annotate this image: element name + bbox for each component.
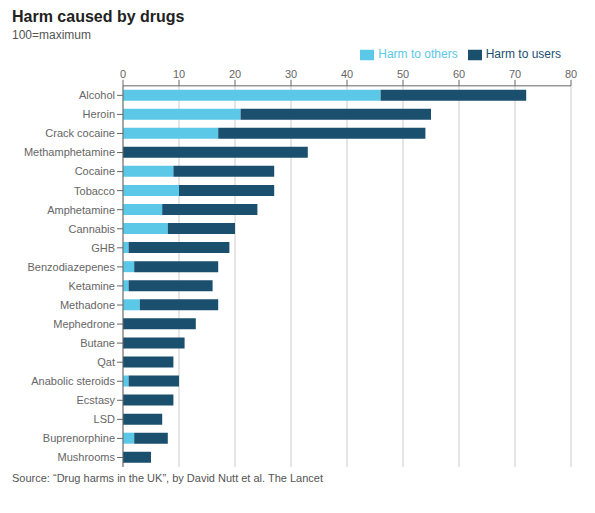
svg-text:LSD: LSD <box>94 413 115 425</box>
svg-text:Ecstasy: Ecstasy <box>76 394 115 406</box>
svg-text:Methadone: Methadone <box>60 299 115 311</box>
svg-text:30: 30 <box>285 68 297 80</box>
svg-text:Cocaine: Cocaine <box>75 165 115 177</box>
svg-text:Cannabis: Cannabis <box>69 223 116 235</box>
html-text:100=maximum: 100=maximum <box>12 28 91 42</box>
svg-text:Alcohol: Alcohol <box>79 89 115 101</box>
svg-text:Heroin: Heroin <box>83 108 115 120</box>
svg-text:40: 40 <box>341 68 353 80</box>
svg-text:80: 80 <box>565 68 577 80</box>
svg-text:Methamphetamine: Methamphetamine <box>24 146 115 158</box>
svg-text:Buprenorphine: Buprenorphine <box>43 432 115 444</box>
svg-text:Anabolic steroids: Anabolic steroids <box>31 375 115 387</box>
svg-text:Mephedrone: Mephedrone <box>53 318 115 330</box>
html-text:Harm to others: Harm to others <box>378 47 458 61</box>
svg-text:Tobacco: Tobacco <box>74 185 115 197</box>
html-text:Source: “Drug harms in the UK”: Source: “Drug harms in the UK”, by David… <box>12 472 323 484</box>
svg-text:50: 50 <box>397 68 409 80</box>
svg-text:GHB: GHB <box>91 242 115 254</box>
svg-text:Ketamine: Ketamine <box>69 280 115 292</box>
svg-text:20: 20 <box>229 68 241 80</box>
svg-text:0: 0 <box>120 68 126 80</box>
svg-text:Butane: Butane <box>80 337 115 349</box>
svg-text:60: 60 <box>453 68 465 80</box>
svg-text:Crack cocaine: Crack cocaine <box>45 127 115 139</box>
svg-text:Qat: Qat <box>97 356 115 368</box>
svg-text:Benzodiazepenes: Benzodiazepenes <box>28 261 116 273</box>
html-text:Harm to users: Harm to users <box>485 47 561 61</box>
svg-text:Amphetamine: Amphetamine <box>47 204 115 216</box>
svg-text:Mushrooms: Mushrooms <box>58 451 116 463</box>
html-text:Harm caused by drugs: Harm caused by drugs <box>12 8 185 25</box>
svg-text:70: 70 <box>509 68 521 80</box>
svg-text:10: 10 <box>173 68 185 80</box>
